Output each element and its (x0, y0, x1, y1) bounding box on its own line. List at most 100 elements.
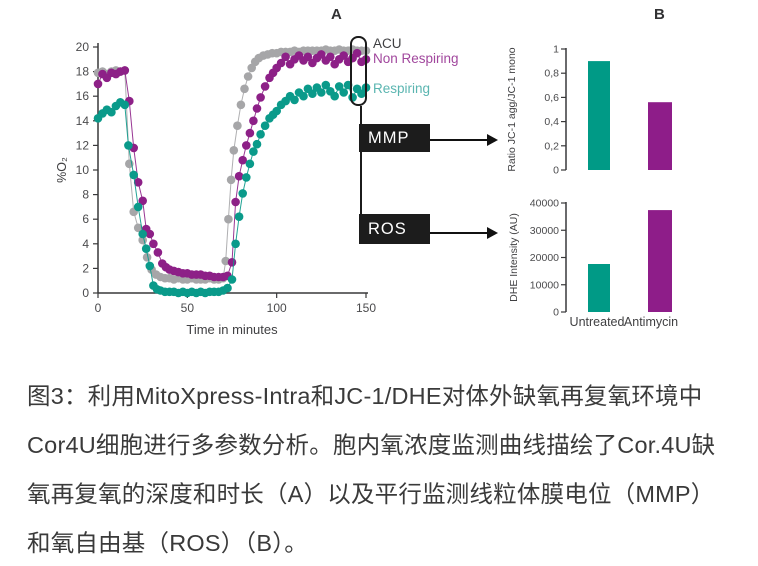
data-point-2 (120, 100, 130, 110)
y-tick-label: 0,4 (544, 116, 559, 128)
data-point-0 (240, 84, 249, 94)
data-point-1 (249, 116, 258, 126)
data-point-2 (256, 130, 265, 139)
data-point-1 (339, 51, 349, 60)
data-point-2 (290, 95, 299, 105)
data-point-2 (145, 261, 155, 271)
panel-b-label: B (654, 6, 665, 23)
data-point-1 (326, 52, 335, 62)
data-point-1 (276, 58, 286, 68)
data-point-2 (238, 189, 247, 198)
ros-arrowhead-icon (487, 227, 498, 239)
data-point-0 (142, 252, 152, 262)
bar-untreated (588, 61, 610, 170)
y-tick-label: 20000 (530, 252, 559, 264)
x-tick-label: 50 (181, 301, 195, 315)
y-tick-label: 6 (82, 212, 89, 226)
y-tick-label: 40000 (530, 198, 559, 210)
data-point-1 (238, 155, 247, 165)
caption-line-2: Cor4U细胞进行多参数分析。胞内氧浓度监测曲线描绘了Cor.4U缺 (27, 432, 716, 458)
y-tick-label: 12 (76, 138, 90, 152)
data-point-0 (236, 100, 246, 110)
ros-label-box: ROS (359, 214, 430, 244)
data-point-1 (260, 82, 270, 91)
data-point-2 (260, 121, 270, 130)
x-tick-label: 0 (95, 301, 102, 315)
caption-line-3: 氧再复氧的深度和时长（A）以及平行监测线粒体膜电位（MMP） (27, 481, 715, 507)
data-point-1 (303, 52, 313, 62)
data-point-1 (245, 128, 255, 138)
data-point-1 (352, 48, 362, 58)
y-axis-title: Ratio JC-1 agg/JC-1 mono (506, 47, 518, 171)
caption-line-1: 图3：利用MitoXpress-Intra和JC-1/DHE对体外缺氧再复氧环境… (27, 383, 703, 409)
data-point-0 (224, 214, 233, 224)
data-point-2 (249, 147, 258, 156)
data-point-2 (124, 141, 133, 150)
data-point-1 (149, 239, 158, 249)
data-point-1 (153, 248, 163, 257)
y-tick-label: 10000 (530, 279, 559, 291)
data-point-0 (233, 121, 242, 130)
y-tick-label: 30000 (530, 225, 559, 237)
data-point-1 (252, 104, 262, 113)
y-tick-label: 0,8 (544, 68, 559, 80)
x-tick-label: 100 (267, 301, 287, 315)
y-tick-label: 0,2 (544, 140, 559, 152)
data-point-2 (330, 91, 340, 101)
data-point-1 (281, 52, 290, 62)
y-tick-label: 18 (76, 65, 90, 79)
y-axis-title: DHE Intensity (AU) (508, 213, 520, 302)
bracket-connector-line (360, 106, 362, 232)
data-point-2 (308, 89, 317, 98)
data-point-2 (317, 88, 326, 97)
mmp-bar-chart: 0 0,2 0,4 0,6 0,8 1 Ratio JC-1 agg/JC-1 mono (506, 44, 672, 177)
y-tick-label: 4 (82, 237, 89, 251)
y-tick-label: 2 (82, 261, 89, 275)
data-point-2 (141, 244, 151, 253)
data-point-2 (242, 173, 251, 182)
data-point-0 (226, 175, 236, 185)
y-tick-label: 0 (82, 286, 89, 300)
category-label: Untreated (570, 315, 625, 329)
data-point-2 (129, 170, 138, 180)
data-point-1 (145, 229, 155, 239)
caption-line-4: 和氧自由基（ROS）（B）。 (27, 530, 308, 556)
data-point-2 (234, 212, 244, 221)
oxygen-line-chart: 0 2 4 6 8 10 12 14 16 18 20 0 50 100 150 Time in minute… (55, 40, 376, 337)
curve-end-bracket (350, 36, 367, 106)
figure-caption: 图3：利用MitoXpress-Intra和JC-1/DHE对体外缺氧再复氧环境… (27, 372, 747, 566)
legend-item-non-respiring: Non Respiring (373, 51, 459, 66)
data-point-2 (272, 106, 282, 116)
data-point-2 (133, 202, 143, 212)
y-tick-label: 16 (76, 89, 90, 103)
data-point-1 (242, 141, 251, 150)
data-point-2 (334, 82, 344, 91)
legend-item-acu: ACU (373, 36, 402, 51)
data-point-1 (227, 258, 237, 267)
data-point-1 (133, 178, 143, 187)
data-point-2 (339, 88, 349, 97)
x-tick-label: 150 (356, 301, 376, 315)
data-point-1 (120, 66, 130, 75)
data-point-0 (243, 72, 253, 81)
y-tick-label: 0,6 (544, 92, 559, 104)
data-point-1 (231, 197, 240, 207)
data-point-1 (234, 171, 244, 181)
y-tick-label: 8 (82, 188, 89, 202)
category-label: Antimycin (624, 315, 678, 329)
y-tick-label: 0 (553, 165, 559, 177)
ros-bar-chart: 0 10000 20000 30000 40000 DHE Intensity (AU) U… (508, 198, 678, 330)
data-point-2 (227, 275, 237, 284)
data-point-1 (138, 196, 147, 206)
data-point-2 (299, 91, 308, 101)
legend-item-respiring: Respiring (373, 81, 431, 96)
data-point-2 (107, 107, 116, 117)
mmp-arrowhead-icon (487, 134, 498, 146)
ros-arrow (430, 232, 488, 234)
panel-a-label: A (331, 6, 342, 23)
data-point-2 (245, 159, 255, 169)
data-point-2 (357, 89, 366, 98)
mmp-arrow (430, 139, 488, 141)
data-point-0 (133, 223, 143, 233)
